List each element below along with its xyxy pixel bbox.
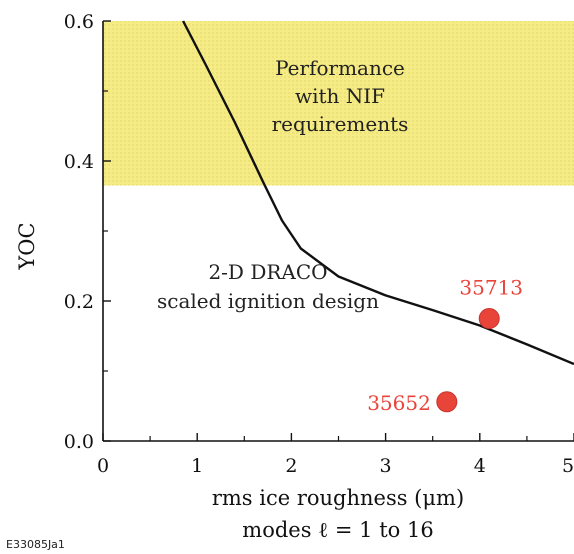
x-axis-label-line-1: rms ice roughness (μm): [212, 486, 464, 510]
y-tick-label: 0.4: [64, 151, 94, 173]
data-point-label: 35713: [459, 276, 523, 300]
region-label-line-2: with NIF: [295, 84, 385, 108]
data-point-35713: [478, 308, 500, 329]
curve-label-line-2: scaled ignition design: [157, 289, 379, 313]
region-label-line-1: Performance: [275, 56, 405, 80]
x-tick-label: 2: [285, 455, 297, 477]
y-tick-label: 0.6: [64, 11, 94, 33]
x-tick-label: 3: [380, 455, 392, 477]
figure-code: E33085Ja1: [6, 538, 65, 551]
curve-label-line-1: 2-D DRACO: [208, 260, 327, 284]
x-axis-label-line-2: modes ℓ = 1 to 16: [242, 518, 433, 542]
y-tick-label: 0.0: [64, 431, 94, 453]
x-tick-label: 0: [97, 455, 109, 477]
x-tick-label: 5: [562, 455, 574, 477]
x-tick-label: 1: [191, 455, 203, 477]
y-axis-label: YOC: [15, 222, 39, 270]
nif-requirements-region-texture: [103, 21, 574, 186]
region-label-line-3: requirements: [272, 112, 409, 136]
data-point-35652: [436, 391, 458, 413]
x-tick-label: 4: [474, 455, 486, 477]
y-tick-label: 0.2: [64, 291, 94, 313]
data-point-label: 35652: [367, 391, 431, 415]
